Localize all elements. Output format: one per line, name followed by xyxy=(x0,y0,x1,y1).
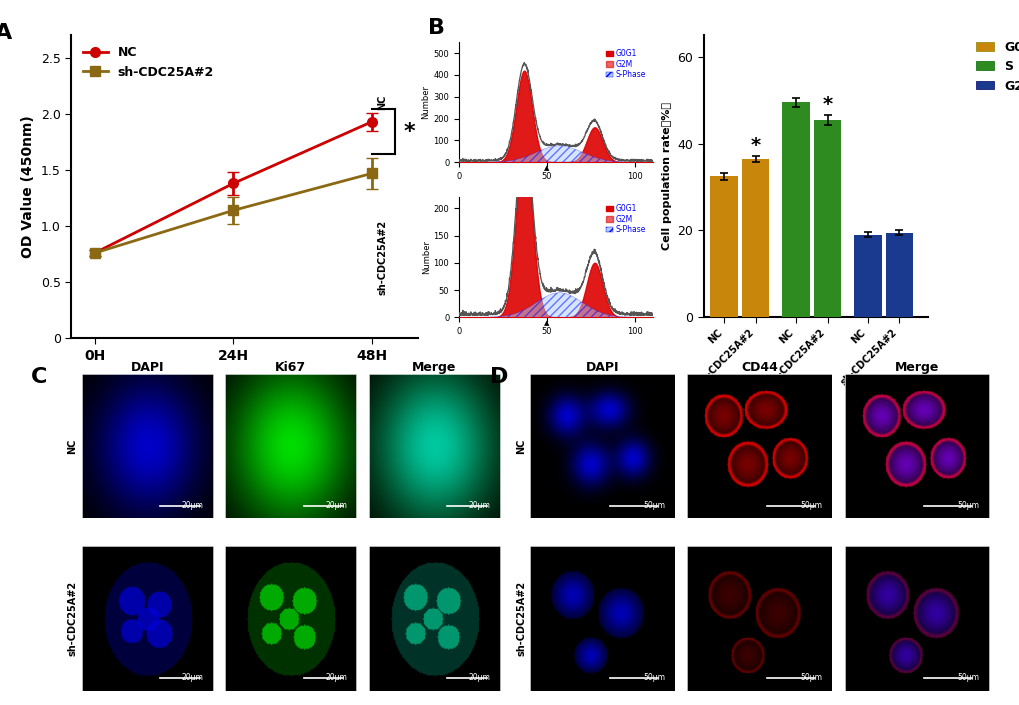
Title: CD44: CD44 xyxy=(741,361,777,374)
Text: 50μm: 50μm xyxy=(642,501,664,510)
Text: A: A xyxy=(0,23,12,43)
Text: B: B xyxy=(428,18,445,37)
Legend: NC, sh-CDC25A#2: NC, sh-CDC25A#2 xyxy=(77,42,219,84)
Bar xyxy=(782,102,809,317)
Bar xyxy=(853,235,880,317)
Text: 20μm: 20μm xyxy=(181,501,204,510)
Bar xyxy=(741,159,768,317)
Text: 50μm: 50μm xyxy=(956,673,978,682)
Bar xyxy=(884,233,912,317)
Text: *: * xyxy=(821,95,832,114)
Text: 50μm: 50μm xyxy=(642,673,664,682)
Y-axis label: sh-CDC25A#2: sh-CDC25A#2 xyxy=(67,581,77,656)
Y-axis label: OD Value (450nm): OD Value (450nm) xyxy=(21,116,36,258)
Legend: G0G1, G2M, S-Phase: G0G1, G2M, S-Phase xyxy=(602,201,648,238)
Text: ▲: ▲ xyxy=(544,321,549,326)
Y-axis label: sh-CDC25A#2: sh-CDC25A#2 xyxy=(516,581,526,656)
Text: 50μm: 50μm xyxy=(799,673,821,682)
Text: 20μm: 20μm xyxy=(325,501,346,510)
Title: DAPI: DAPI xyxy=(130,361,164,374)
Title: Merge: Merge xyxy=(412,361,455,374)
Text: ▲: ▲ xyxy=(544,166,549,171)
Bar xyxy=(813,120,841,317)
Text: 20μm: 20μm xyxy=(469,673,490,682)
Title: Ki67: Ki67 xyxy=(275,361,306,374)
Text: C: C xyxy=(31,367,47,386)
Text: *: * xyxy=(404,122,415,142)
Legend: G0/1, S, G2/M: G0/1, S, G2/M xyxy=(970,36,1019,97)
Title: DAPI: DAPI xyxy=(586,361,619,374)
Text: *: * xyxy=(750,135,760,154)
Text: D: D xyxy=(489,367,507,386)
Y-axis label: Number: Number xyxy=(421,85,430,119)
Text: 20μm: 20μm xyxy=(181,673,204,682)
Bar xyxy=(709,176,737,317)
Legend: G0G1, G2M, S-Phase: G0G1, G2M, S-Phase xyxy=(602,46,648,82)
Y-axis label: NC: NC xyxy=(67,439,77,453)
Text: 50μm: 50μm xyxy=(799,501,821,510)
Y-axis label: Cell population rate（%）: Cell population rate（%） xyxy=(661,102,672,250)
Text: 20μm: 20μm xyxy=(469,501,490,510)
Y-axis label: Number: Number xyxy=(421,240,430,274)
Title: Merge: Merge xyxy=(894,361,938,374)
Text: sh-CDC25A#2: sh-CDC25A#2 xyxy=(377,220,387,295)
Y-axis label: NC: NC xyxy=(516,439,526,453)
Text: 50μm: 50μm xyxy=(956,501,978,510)
Text: NC: NC xyxy=(377,94,387,110)
Text: 20μm: 20μm xyxy=(325,673,346,682)
